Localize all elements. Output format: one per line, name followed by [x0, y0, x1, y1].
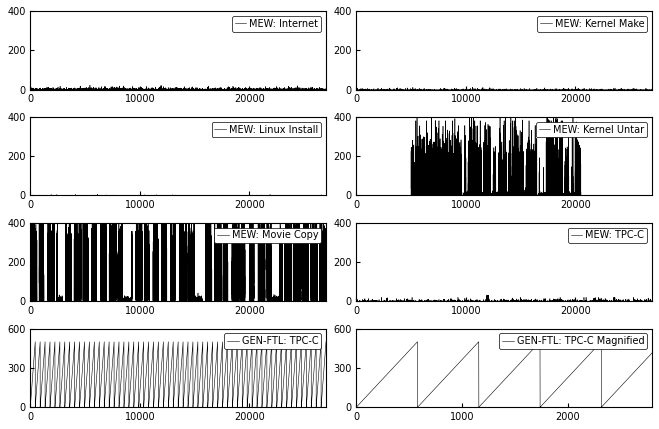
- Legend: MEW: Movie Copy: MEW: Movie Copy: [214, 227, 321, 243]
- Legend: GEN-FTL: TPC-C Magnified: GEN-FTL: TPC-C Magnified: [499, 333, 647, 349]
- Legend: MEW: TPC-C: MEW: TPC-C: [568, 227, 647, 243]
- Legend: MEW: Linux Install: MEW: Linux Install: [212, 122, 321, 138]
- Legend: GEN-FTL: TPC-C: GEN-FTL: TPC-C: [224, 333, 321, 349]
- Legend: MEW: Internet: MEW: Internet: [232, 16, 321, 32]
- Legend: MEW: Kernel Make: MEW: Kernel Make: [537, 16, 647, 32]
- Legend: MEW: Kernel Untar: MEW: Kernel Untar: [536, 122, 647, 138]
